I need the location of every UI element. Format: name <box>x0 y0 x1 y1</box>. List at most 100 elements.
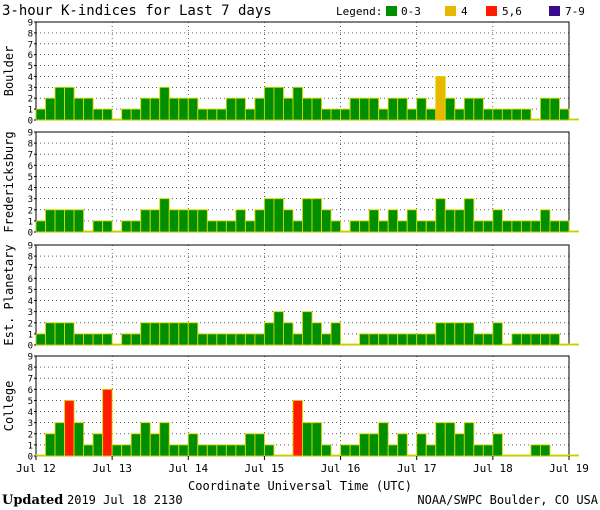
y-tick-label: 5 <box>28 397 33 407</box>
k-index-bar <box>159 322 170 346</box>
k-index-bar <box>559 454 570 457</box>
k-index-bar <box>559 343 570 346</box>
x-tick-label: Jul 17 <box>397 462 437 475</box>
k-index-bar <box>530 333 541 346</box>
k-index-bar <box>45 209 56 233</box>
k-index-bar <box>225 97 237 121</box>
k-index-bar <box>64 399 75 457</box>
k-index-bar <box>359 433 370 457</box>
k-index-bar <box>463 422 475 457</box>
k-index-bar <box>340 230 351 233</box>
y-tick-label: 7 <box>28 40 33 50</box>
k-index-bar <box>292 220 303 233</box>
k-index-bar <box>216 333 227 346</box>
k-index-bar <box>511 454 522 457</box>
k-index-bar <box>425 220 437 233</box>
k-index-bar <box>416 97 427 121</box>
k-index-bar <box>511 108 522 121</box>
y-tick-label: 9 <box>28 129 33 139</box>
k-index-bar <box>501 343 513 346</box>
k-index-bar <box>454 322 465 346</box>
x-tick-label: Jul 14 <box>168 462 208 475</box>
y-tick-label: 7 <box>28 375 33 385</box>
k-index-bar <box>206 444 218 457</box>
k-index-bar <box>292 333 303 346</box>
k-index-bar <box>73 209 85 233</box>
x-tick-label: Jul 16 <box>321 462 361 475</box>
k-index-bar <box>539 444 551 457</box>
k-index-bar <box>54 322 66 346</box>
legend-swatch-7-9 <box>549 6 560 16</box>
k-index-bar <box>263 322 275 346</box>
k-index-bar <box>530 444 541 457</box>
k-index-bar <box>340 343 351 346</box>
k-index-bar <box>111 444 123 457</box>
y-tick-label: 1 <box>28 441 33 451</box>
k-index-bar <box>397 433 408 457</box>
k-index-bar <box>387 444 399 457</box>
k-index-bar <box>140 422 151 457</box>
k-index-bar <box>83 444 94 457</box>
y-tick-label: 2 <box>28 430 33 440</box>
k-index-bar <box>435 75 446 121</box>
k-index-bar <box>159 422 170 457</box>
k-index-bar <box>549 220 560 233</box>
k-index-bar <box>387 209 399 233</box>
k-index-bar <box>397 97 408 121</box>
panel-title: Fredericksburg <box>2 131 16 232</box>
panel-title: College <box>2 381 16 432</box>
k-index-bar <box>54 209 66 233</box>
k-index-bar <box>492 108 503 121</box>
k-index-bar <box>168 97 180 121</box>
k-index-bar <box>225 220 237 233</box>
k-index-bar <box>64 209 75 233</box>
k-index-bar <box>330 454 342 457</box>
k-index-bar <box>539 333 551 346</box>
k-index-bar <box>187 433 199 457</box>
k-index-bar <box>159 198 170 233</box>
k-index-bar <box>83 230 94 233</box>
y-tick-label: 9 <box>28 353 33 363</box>
k-index-bar <box>311 422 322 457</box>
x-tick-label: Jul 19 <box>549 462 589 475</box>
k-index-bar <box>368 333 380 346</box>
y-tick-label: 6 <box>28 386 33 396</box>
y-tick-label: 3 <box>28 419 33 429</box>
x-tick-label: Jul 15 <box>245 462 285 475</box>
k-index-bar <box>520 220 532 233</box>
k-index-bar <box>349 343 361 346</box>
k-index-bar <box>130 108 142 121</box>
k-index-bar <box>273 86 284 121</box>
k-index-bar <box>92 108 104 121</box>
k-index-bar <box>463 322 475 346</box>
k-index-bar <box>92 220 104 233</box>
k-index-bar <box>159 86 170 121</box>
k-index-bar <box>263 86 275 121</box>
k-index-bar <box>559 108 570 121</box>
k-index-bar <box>473 97 484 121</box>
k-index-bar <box>54 422 66 457</box>
k-index-bar <box>568 343 579 346</box>
k-index-bar <box>197 333 208 346</box>
k-index-bar <box>111 343 123 346</box>
k-index-bar <box>235 209 246 233</box>
k-index-bar <box>378 220 389 233</box>
k-index-bar <box>92 433 104 457</box>
k-index-bar <box>416 433 427 457</box>
k-index-bar <box>444 422 456 457</box>
k-index-bar <box>311 97 322 121</box>
k-index-bar <box>368 209 380 233</box>
k-index-bar <box>492 322 503 346</box>
y-tick-label: 4 <box>28 297 33 307</box>
y-tick-label: 3 <box>28 84 33 94</box>
k-index-bar <box>530 220 541 233</box>
k-index-bar <box>302 198 313 233</box>
k-index-bar <box>473 444 484 457</box>
k-index-bar <box>473 220 484 233</box>
k-index-bar <box>168 322 180 346</box>
k-index-bar <box>263 444 275 457</box>
k-index-bar <box>121 220 132 233</box>
